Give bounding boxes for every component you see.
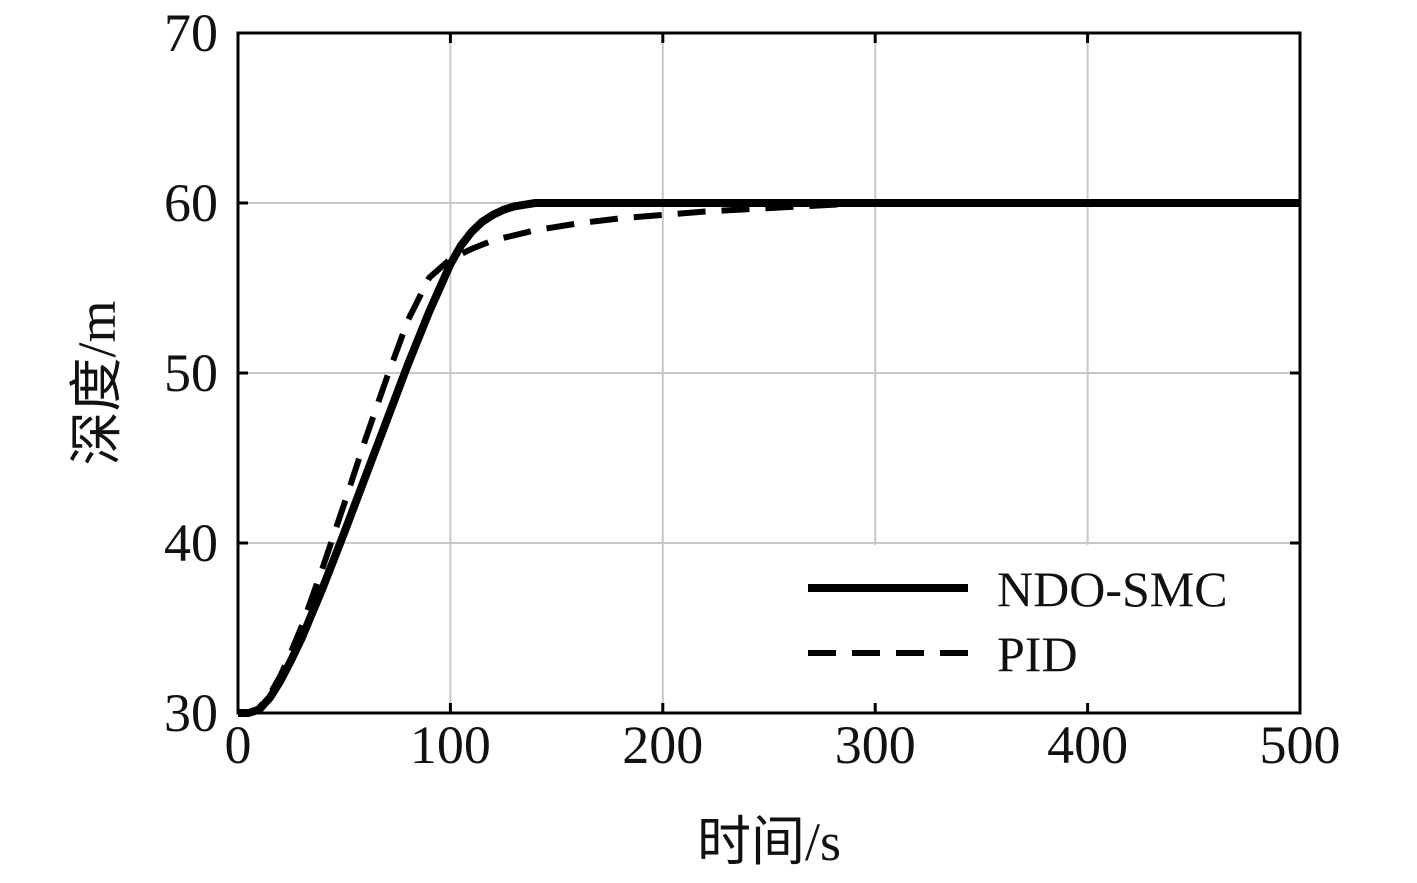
x-tick-label: 200 — [622, 715, 703, 775]
x-tick-label: 0 — [225, 715, 252, 775]
legend-box — [780, 545, 1295, 707]
y-tick-label: 50 — [164, 343, 218, 403]
x-axis-label: 时间/s — [697, 812, 841, 872]
legend-label: NDO-SMC — [997, 561, 1228, 617]
y-tick-label: 40 — [164, 513, 218, 573]
series-layer — [238, 199, 1300, 717]
tick-labels: 0 100 200 300 400 500 30 40 50 60 70 — [164, 3, 1341, 775]
y-tick-label: 60 — [164, 173, 218, 233]
legend-label: PID — [997, 626, 1078, 682]
tick-marks — [236, 31, 1302, 715]
series-pid-line — [238, 200, 1300, 716]
x-tick-label: 500 — [1260, 715, 1341, 775]
y-tick-label: 30 — [164, 683, 218, 743]
x-tick-label: 300 — [835, 715, 916, 775]
x-tick-label: 100 — [410, 715, 491, 775]
x-tick-label: 400 — [1047, 715, 1128, 775]
y-tick-label: 70 — [164, 3, 218, 63]
legend: NDO-SMC PID — [780, 545, 1295, 707]
y-axis-label: 深度/m — [67, 300, 127, 465]
